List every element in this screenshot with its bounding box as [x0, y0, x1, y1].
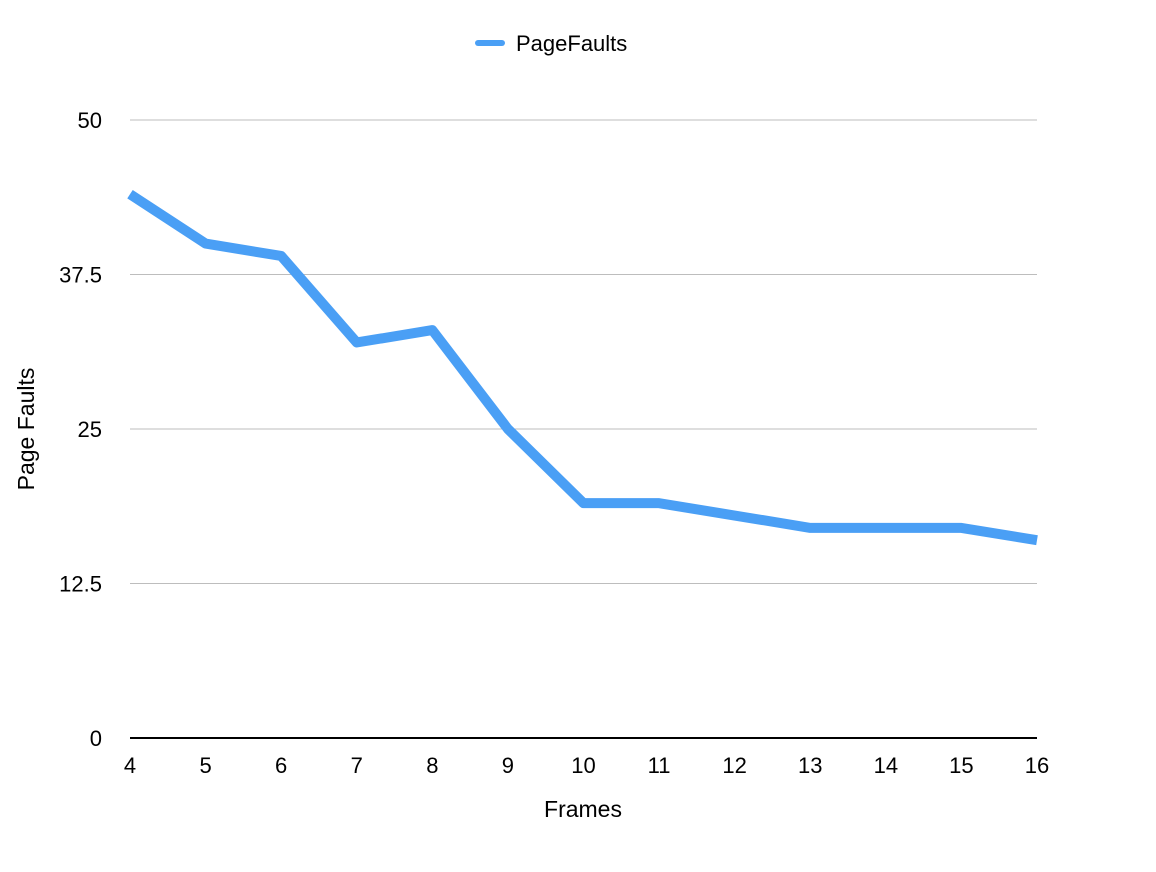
x-tick-label: 15	[949, 753, 973, 778]
x-tick-label: 14	[874, 753, 898, 778]
y-tick-label: 12.5	[59, 572, 102, 597]
x-tick-label: 12	[722, 753, 746, 778]
y-tick-label: 25	[78, 417, 102, 442]
x-tick-label: 13	[798, 753, 822, 778]
series-line-0	[127, 189, 1038, 546]
y-axis-tick-labels: 0 12.5 25 37.5 50	[59, 108, 102, 751]
x-tick-label: 5	[199, 753, 211, 778]
x-axis-tick-labels: 4 5 6 7 8 9 10 11 12 13 14 15 16	[124, 753, 1049, 778]
x-tick-label: 16	[1025, 753, 1049, 778]
x-tick-label: 11	[648, 753, 671, 778]
x-tick-label: 10	[571, 753, 595, 778]
x-tick-label: 6	[275, 753, 287, 778]
x-tick-label: 7	[351, 753, 363, 778]
x-tick-label: 4	[124, 753, 136, 778]
y-tick-label: 0	[90, 726, 102, 751]
x-tick-label: 8	[426, 753, 438, 778]
legend: PageFaults	[475, 31, 627, 56]
legend-label-pagefaults: PageFaults	[516, 31, 627, 56]
y-axis-title: Page Faults	[13, 368, 39, 491]
x-axis-title: Frames	[544, 796, 622, 822]
gridlines	[130, 119, 1037, 584]
y-tick-label: 37.5	[59, 263, 102, 288]
series-group	[127, 189, 1038, 546]
y-tick-label: 50	[78, 108, 102, 133]
x-tick-label: 9	[502, 753, 514, 778]
